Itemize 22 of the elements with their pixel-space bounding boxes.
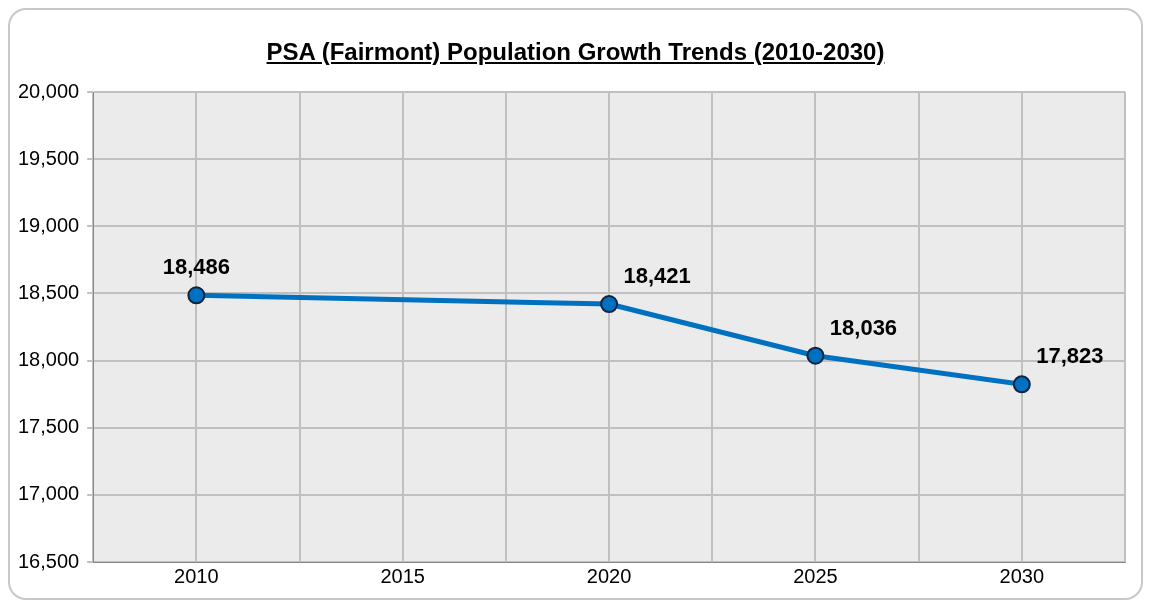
point xyxy=(806,346,825,365)
point xyxy=(1012,375,1031,394)
x-tick-label: 2020 xyxy=(586,564,632,587)
y-tick-label: 18,500 xyxy=(18,280,80,303)
y-tick-label: 18,000 xyxy=(18,348,80,371)
y-tick-label: 19,000 xyxy=(18,213,80,236)
data-label: 18,036 xyxy=(829,314,898,340)
x-tick-label: 2025 xyxy=(793,564,838,587)
point xyxy=(600,295,619,314)
data-label: 18,421 xyxy=(623,263,691,289)
point xyxy=(187,286,206,305)
data-label: 17,823 xyxy=(1036,343,1104,369)
chart-title: PSA (Fairmont) Population Growth Trends (2010-2030) xyxy=(265,37,886,67)
data-label: 18,486 xyxy=(162,254,230,280)
y-tick-label: 16,500 xyxy=(18,549,80,572)
x-tick-label: 2010 xyxy=(174,564,219,587)
y-tick-label: 19,500 xyxy=(18,146,80,169)
x-tick-label: 2030 xyxy=(999,564,1045,587)
y-tick-label: 17,500 xyxy=(18,415,80,438)
x-tick-label: 2015 xyxy=(380,564,425,587)
y-tick-label: 17,000 xyxy=(18,482,80,505)
y-tick-label: 20,000 xyxy=(18,79,80,102)
